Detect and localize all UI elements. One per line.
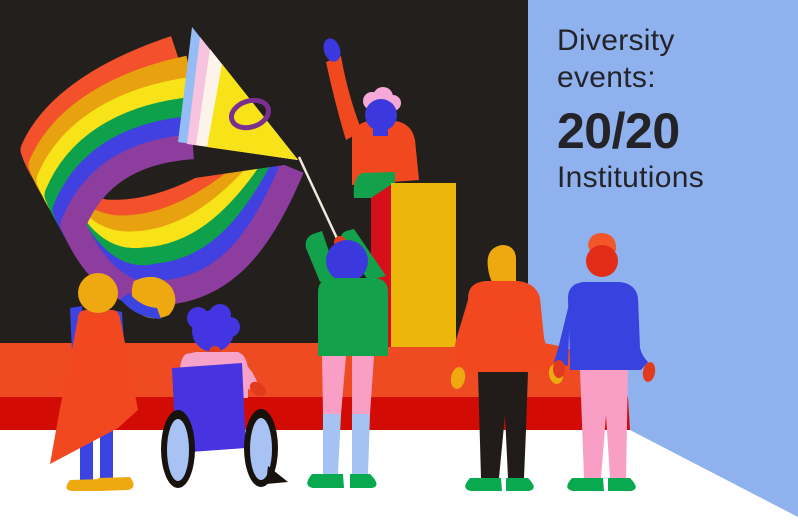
flag-bearer-figure bbox=[305, 229, 388, 488]
orange-sweater-right-shoe bbox=[506, 478, 534, 491]
blue-sweater-head bbox=[586, 245, 618, 277]
flag-bearer-left-pant bbox=[322, 356, 346, 414]
flag-bearer-sweater bbox=[318, 278, 388, 356]
wheelchair-left-hub bbox=[167, 419, 189, 481]
panel-title-line2: events: bbox=[557, 61, 656, 94]
orange-sweater-pants bbox=[478, 372, 528, 478]
dress-figure-dress bbox=[50, 310, 138, 464]
audience-blue-sweater-figure bbox=[553, 233, 656, 491]
flag-pole bbox=[297, 156, 343, 248]
orange-sweater-left-shoe bbox=[465, 478, 502, 491]
wheelchair-user-hand bbox=[249, 381, 267, 397]
wheelchair-user-hair bbox=[187, 304, 240, 352]
orange-sweater-body bbox=[468, 281, 558, 372]
orange-sweater-head bbox=[487, 245, 516, 282]
blue-sweater-right-hand bbox=[642, 362, 656, 382]
dress-figure-head bbox=[78, 273, 118, 313]
speaker-torso bbox=[352, 121, 419, 185]
flag-bearer-left-shoe bbox=[307, 474, 344, 488]
wheelchair-right-hub bbox=[250, 418, 272, 480]
blue-sweater-left-sleeve bbox=[554, 300, 570, 366]
podium-front bbox=[391, 183, 456, 347]
dress-figure-raised-arm bbox=[120, 293, 161, 319]
podium bbox=[371, 183, 456, 347]
speaker-at-podium-figure bbox=[323, 38, 419, 198]
blue-sweater-pants bbox=[580, 370, 628, 478]
orange-sweater-left-hand bbox=[450, 367, 466, 389]
speaker-neck bbox=[373, 124, 388, 136]
stage-base bbox=[0, 397, 630, 430]
orange-sweater-left-sleeve bbox=[451, 300, 468, 366]
audience-orange-sweater-figure bbox=[450, 245, 564, 491]
speaker-head bbox=[365, 99, 397, 131]
wheelchair-user-figure bbox=[161, 304, 288, 488]
chevron-intersex-yellow bbox=[207, 64, 298, 160]
flag-bearer-left-sock bbox=[323, 414, 341, 474]
flag-bearer-right-pant bbox=[352, 356, 374, 414]
audience-member-dress-figure bbox=[50, 273, 176, 491]
flag-chevron bbox=[178, 27, 298, 160]
wheelchair-footrest bbox=[266, 466, 288, 484]
dress-figure-right-shoe bbox=[98, 477, 134, 491]
blue-sweater-body bbox=[568, 282, 648, 370]
flag-bearer-head bbox=[326, 240, 368, 282]
flag-bearer-right-shoe bbox=[350, 474, 377, 488]
blue-sweater-left-hand bbox=[553, 360, 565, 378]
dress-figure-left-shoe bbox=[66, 479, 104, 491]
blue-sweater-left-shoe bbox=[567, 478, 604, 491]
dress-figure-right-leg bbox=[100, 424, 113, 478]
panel-title-line1: Diversity bbox=[557, 24, 675, 57]
flag-bearer-right-sock bbox=[352, 414, 370, 474]
speaker-raised-arm bbox=[326, 56, 362, 140]
stat-label: Institutions bbox=[557, 161, 705, 194]
stats-panel: Diversity events: 20/20 Institutions bbox=[557, 22, 787, 195]
blue-sweater-right-shoe bbox=[608, 478, 636, 491]
intersex-circle-icon bbox=[228, 97, 272, 131]
stat-value: 20/20 bbox=[557, 103, 680, 159]
speaker-hand bbox=[323, 38, 341, 62]
